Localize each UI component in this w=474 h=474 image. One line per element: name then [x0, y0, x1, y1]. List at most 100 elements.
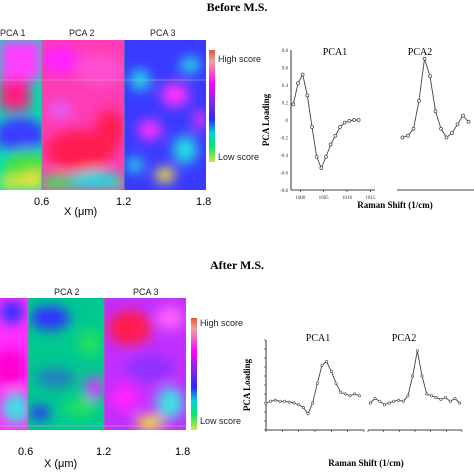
data-point	[314, 154, 319, 159]
data-point	[297, 403, 301, 407]
data-point	[422, 56, 427, 61]
data-point	[310, 125, 314, 129]
data-point	[342, 120, 347, 125]
data-point	[428, 74, 432, 79]
data-point	[328, 142, 333, 147]
y-axis-label: PCA Loading	[261, 93, 271, 146]
data-point	[420, 374, 424, 378]
data-point	[450, 131, 454, 135]
data-point	[382, 403, 386, 407]
data-point	[306, 412, 310, 416]
data-point	[283, 399, 287, 403]
data-point	[439, 126, 443, 131]
after-x-tick-2: 1.2	[96, 446, 112, 458]
after-x-axis-label: X (μm)	[44, 458, 78, 470]
y-axis-label: PCA Loading	[242, 358, 252, 411]
data-point	[429, 394, 433, 398]
data-point	[415, 349, 419, 353]
data-point	[425, 392, 429, 396]
before-pca3-panel	[124, 40, 206, 190]
data-point	[352, 118, 356, 122]
data-point	[444, 396, 448, 400]
series-label: PCA2	[392, 333, 416, 344]
before-panel-label-3: PCA 3	[150, 28, 176, 38]
data-point	[400, 135, 405, 140]
data-point	[278, 399, 282, 403]
data-point	[296, 81, 300, 86]
data-point	[324, 154, 328, 159]
data-point	[453, 397, 457, 401]
data-point	[406, 394, 410, 398]
series-label: PCA1	[323, 47, 347, 58]
y-tick-label: 0.8	[282, 49, 289, 54]
data-point	[333, 133, 338, 138]
before-panel-label-1: PCA 1	[0, 28, 26, 38]
data-point	[325, 360, 329, 364]
y-tick-label: -0.6	[280, 172, 288, 177]
y-tick-label: -0.8	[280, 189, 288, 194]
data-point	[301, 406, 305, 410]
data-point	[353, 392, 357, 396]
before-x-axis-label: X (μm)	[64, 206, 98, 218]
x-tick-label: 1005	[319, 196, 330, 201]
data-point	[387, 401, 391, 405]
data-point	[434, 396, 438, 400]
before-pca2-panel	[42, 40, 124, 190]
data-point	[287, 400, 291, 404]
after-loading-plot: PCA Loading PCA1 PCA2 Raman Shift (1/cm)	[242, 333, 463, 468]
after-legend-high: High score	[200, 318, 244, 328]
after-legend-low: Low score	[200, 416, 242, 426]
data-point	[264, 401, 268, 405]
y-tick-label: 0.2	[282, 102, 289, 107]
data-point	[315, 381, 319, 385]
x-tick-label: 1010	[342, 196, 353, 201]
data-point	[343, 392, 347, 396]
data-point	[466, 119, 471, 124]
data-point	[417, 98, 421, 103]
data-point	[319, 166, 324, 170]
before-panel-label-2: PCA 2	[69, 28, 95, 38]
data-point	[338, 125, 342, 129]
data-point	[461, 113, 465, 118]
data-point	[411, 126, 416, 131]
data-point	[300, 72, 305, 77]
data-point	[433, 109, 438, 114]
data-point	[329, 369, 333, 373]
before-legend-high: High score	[218, 54, 262, 64]
data-point	[458, 401, 462, 405]
data-point	[439, 397, 443, 401]
after-pca2-panel	[28, 298, 104, 430]
x-tick-label: 1015	[365, 196, 376, 201]
y-tick-label: 0	[286, 119, 289, 124]
series-label: PCA1	[306, 333, 330, 344]
data-point	[455, 122, 460, 127]
before-x-tick-2: 1.2	[116, 196, 132, 208]
data-point	[448, 399, 452, 403]
y-tick-label: -0.2	[280, 137, 288, 142]
y-tick-label: 0.6	[282, 67, 289, 72]
data-point	[357, 394, 361, 398]
x-axis-label: Raman Shift (1/cm)	[328, 458, 404, 468]
before-score-map	[0, 40, 206, 190]
data-point	[373, 397, 377, 401]
series-line-PCA1	[265, 360, 360, 415]
data-point	[320, 363, 324, 367]
after-x-tick-3: 1.8	[175, 446, 191, 458]
after-pca1-panel	[0, 298, 28, 430]
after-section-title: After M.S.	[209, 258, 265, 272]
after-pca3-panel	[104, 298, 186, 430]
data-point	[348, 394, 352, 398]
x-tick-label: 1000	[295, 196, 306, 201]
after-colorbar	[191, 318, 197, 430]
x-axis-label: Raman Shift (1/cm)	[357, 200, 433, 210]
before-pca1-panel	[0, 40, 42, 190]
data-point	[334, 381, 338, 385]
after-x-tick-1: 0.6	[18, 446, 34, 458]
data-point	[356, 118, 361, 122]
data-point	[311, 401, 315, 405]
before-loading-plot: 0.8 0.6 0.4 0.2 0 -0.2 -0.4 -0.6 -0.8 PCA Loading…	[261, 47, 474, 210]
after-panel-label-3: PCA 3	[133, 287, 159, 297]
data-point	[291, 102, 296, 107]
data-point	[406, 133, 410, 138]
before-x-tick-3: 1.8	[196, 196, 212, 208]
